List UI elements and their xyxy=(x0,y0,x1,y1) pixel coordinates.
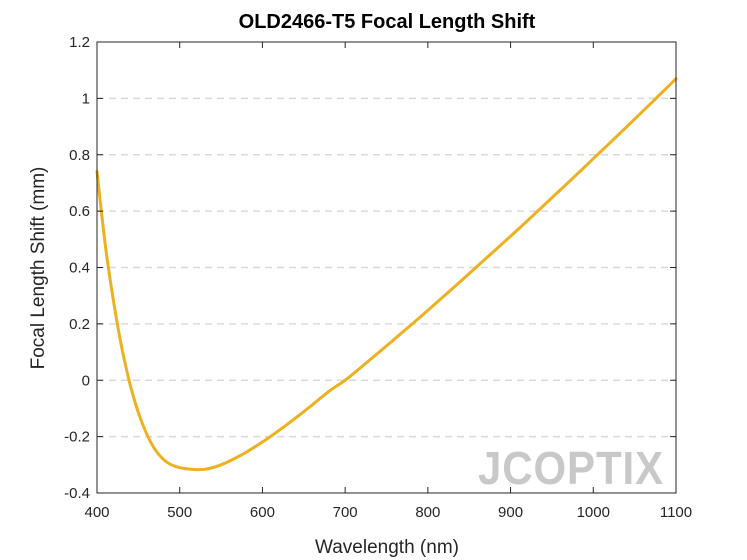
x-axis-ticks: 400 500 600 700 800 900 1000 1100 xyxy=(84,42,692,521)
x-tick-label: 500 xyxy=(167,504,192,521)
y-axis-ticks: -0.4 -0.2 0 0.2 0.4 0.6 0.8 1 1.2 xyxy=(64,34,676,502)
series-line-focal-length-shift xyxy=(95,77,678,472)
x-tick-label: 600 xyxy=(250,504,275,521)
x-tick-label: 900 xyxy=(498,504,523,521)
y-tick-label: 0.8 xyxy=(69,147,90,164)
y-tick-label: 1 xyxy=(82,90,90,107)
y-tick-label: 1.2 xyxy=(69,34,90,51)
x-tick-label: 700 xyxy=(333,504,358,521)
chart-title: OLD2466-T5 Focal Length Shift xyxy=(239,11,536,33)
y-tick-label: -0.4 xyxy=(64,485,90,502)
y-axis-title: Focal Length Shift (mm) xyxy=(28,167,49,370)
x-tick-label: 800 xyxy=(415,504,440,521)
x-tick-label: 1100 xyxy=(660,504,692,521)
watermark-text: JCOPTIX xyxy=(478,442,664,494)
watermark-logo: JCOPTIX xyxy=(478,442,664,494)
y-tick-label: 0.2 xyxy=(69,316,90,333)
x-axis-title: Wavelength (nm) xyxy=(315,537,459,558)
y-tick-label: 0 xyxy=(82,372,90,389)
x-tick-label: 400 xyxy=(84,504,109,521)
y-tick-label: 0.6 xyxy=(69,203,90,220)
y-tick-label: 0.4 xyxy=(69,260,90,277)
grid-lines xyxy=(97,97,676,438)
y-tick-label: -0.2 xyxy=(64,429,90,446)
x-tick-label: 1000 xyxy=(577,504,610,521)
